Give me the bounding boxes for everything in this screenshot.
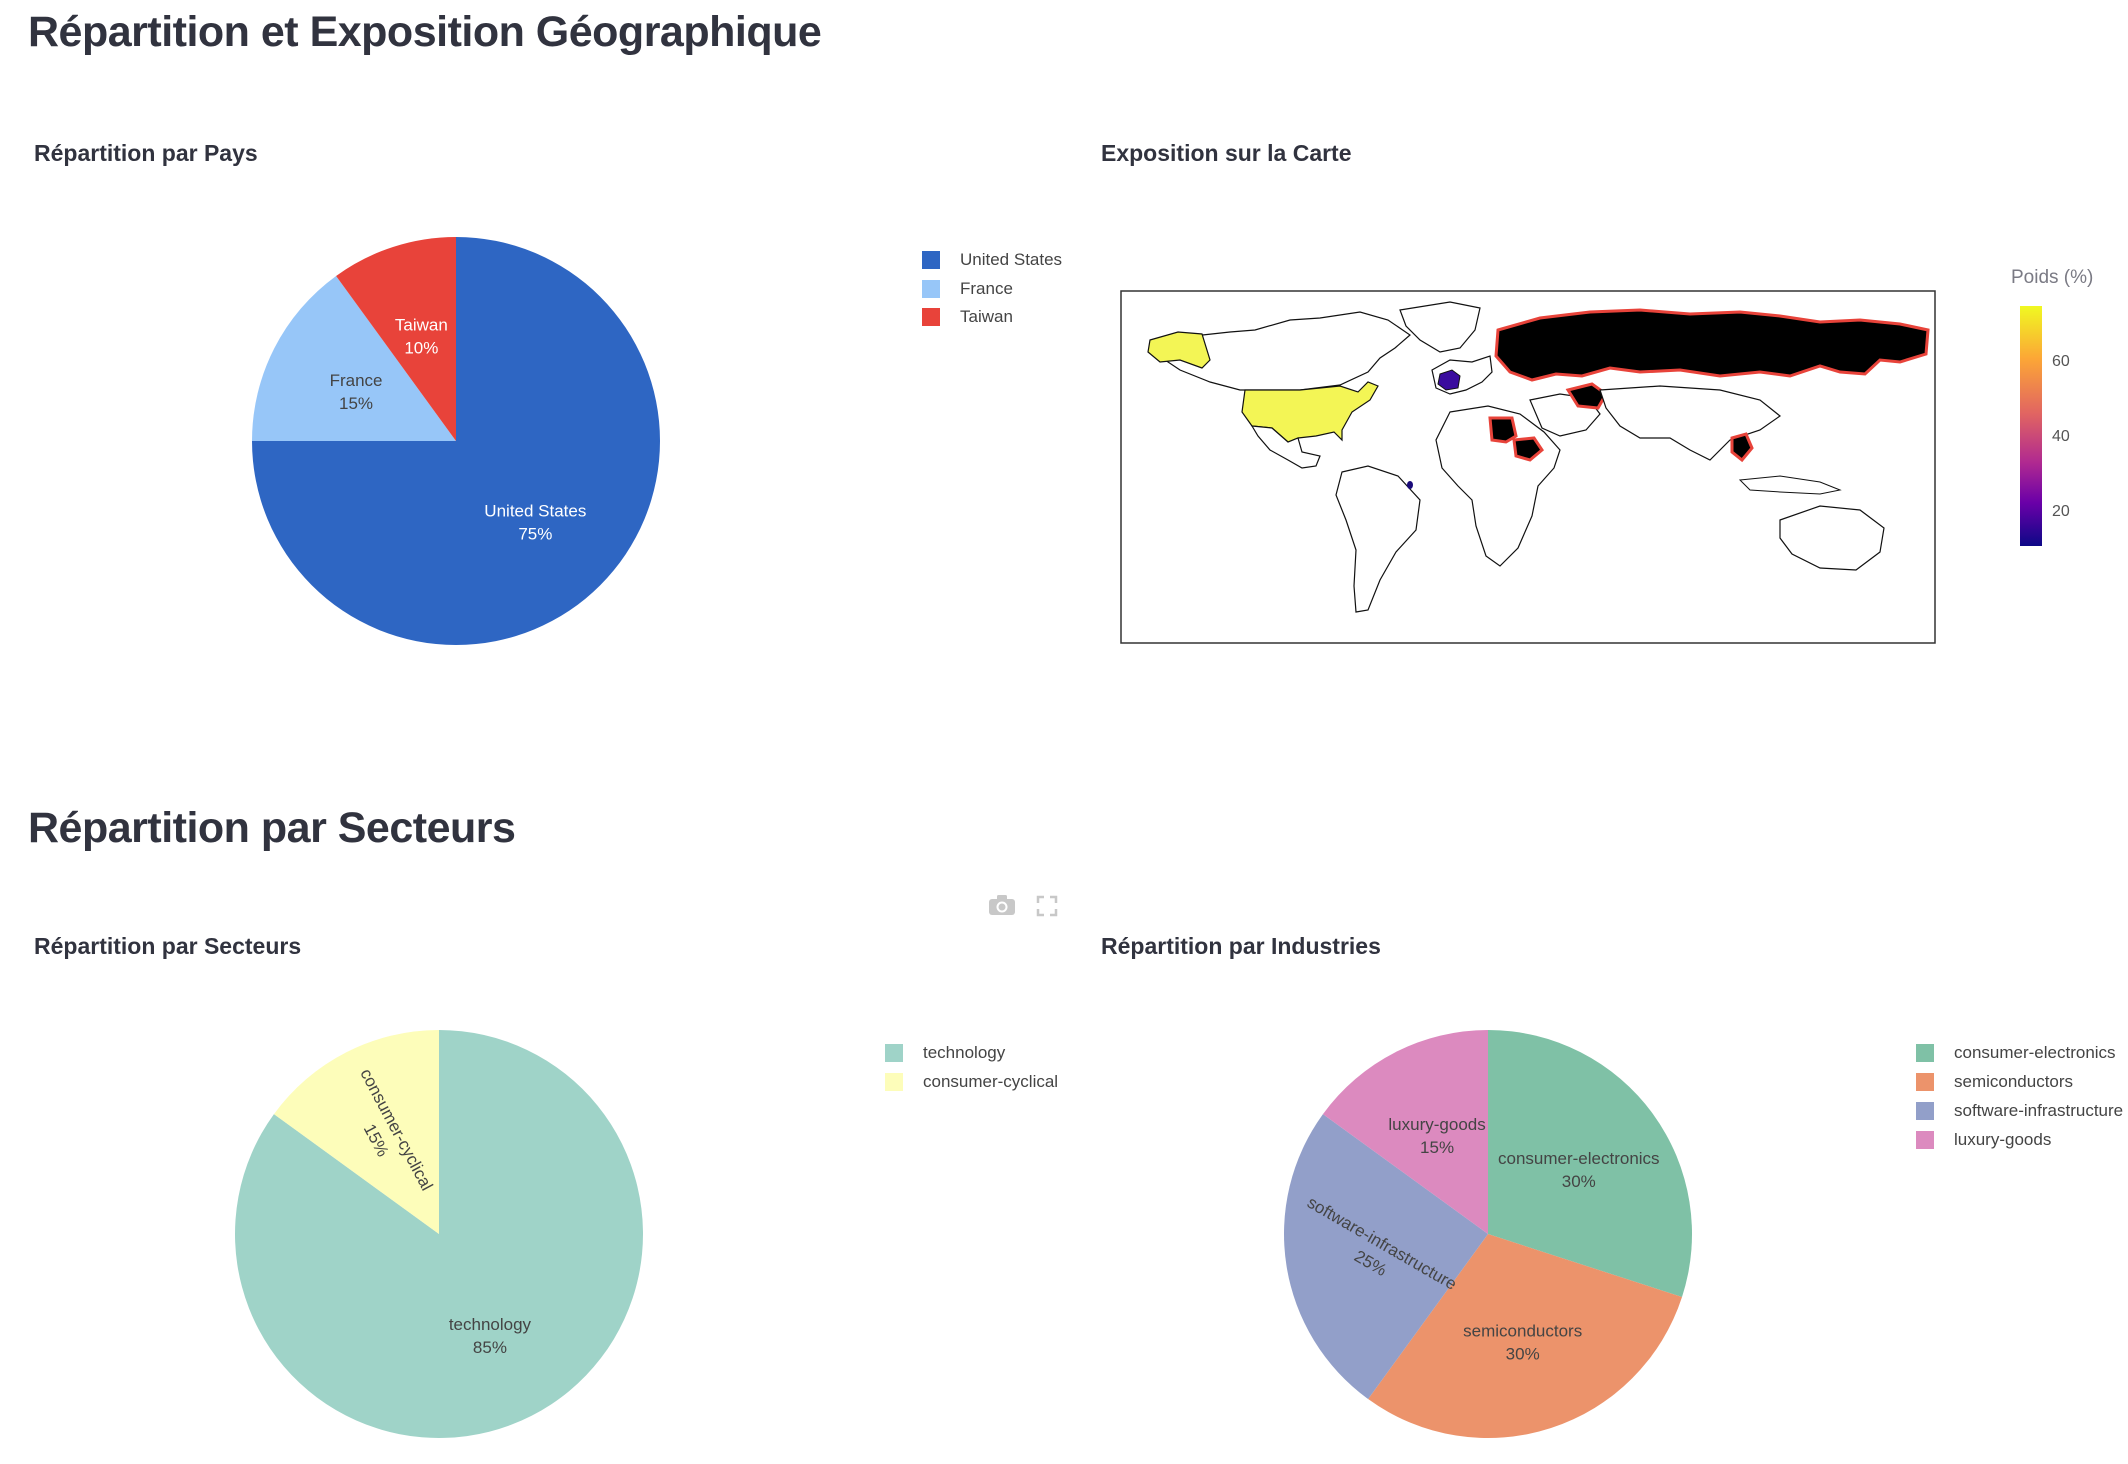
legend-swatch: [922, 280, 940, 298]
pie-slice-Taiwan[interactable]: [336, 237, 456, 441]
pie-label-France: France 15%: [330, 371, 383, 413]
world-map: [1120, 290, 1936, 644]
russia-shape: [1494, 308, 1930, 382]
industry-chart-title: Répartition par Industries: [1101, 933, 1381, 959]
camera-icon[interactable]: [988, 893, 1016, 924]
legend-label: technology: [923, 1043, 1006, 1062]
legend-swatch: [1916, 1102, 1934, 1120]
country-pie-chart: United States 75% France 15% Taiwan 10%: [252, 237, 660, 645]
sector-chart-title: Répartition par Secteurs: [34, 933, 302, 959]
legend-swatch: [922, 251, 940, 269]
asia-shape: [1599, 385, 1782, 461]
legend-item-luxury-goods[interactable]: luxury-goods: [1916, 1130, 2051, 1150]
mexico-shape: [1250, 425, 1321, 469]
sector-pie-chart: technology 85%consumer-cyclical15%: [235, 1030, 644, 1438]
country-chart-title: Répartition par Pays: [34, 140, 258, 166]
legend-item-france[interactable]: France: [922, 279, 1013, 299]
map-chart-title: Exposition sur la Carte: [1101, 140, 1352, 166]
fullscreen-icon[interactable]: [1036, 895, 1058, 924]
legend-label: United States: [960, 250, 1063, 269]
legend-swatch: [1916, 1044, 1934, 1062]
colorbar-tick-60: 60: [2052, 353, 2070, 370]
pie-slice-semiconductors[interactable]: [1368, 1234, 1683, 1438]
legend-label: semiconductors: [1954, 1072, 2074, 1091]
pie-label-United States: United States 75%: [484, 501, 586, 543]
ethiopia-shape: [1512, 436, 1544, 462]
industry-pie-chart: consumer-electronics 30% semiconductors 30%…: [1284, 1030, 1692, 1438]
islands-shape: [1738, 475, 1842, 495]
iran-shape: [1565, 382, 1608, 410]
legend-label: consumer-electronics: [1954, 1043, 2116, 1062]
pie-label-technology: technology 85%: [449, 1315, 532, 1357]
pie-slice-France[interactable]: [252, 275, 456, 441]
legend-item-semiconductors[interactable]: semiconductors: [1916, 1072, 2073, 1092]
legend-label: France: [960, 279, 1013, 298]
colorbar-title: Poids (%): [2011, 267, 2094, 288]
south-america-shape: [1335, 465, 1421, 613]
colorbar-tick-40: 40: [2052, 428, 2070, 445]
legend-label: luxury-goods: [1954, 1130, 2052, 1149]
legend-label: Taiwan: [960, 307, 1013, 326]
myanmar-shape: [1730, 432, 1754, 463]
legend-swatch: [885, 1044, 903, 1062]
sector-pie: technology 85%consumer-cyclical15%: [235, 1030, 644, 1438]
legend-item-consumer-cyclical[interactable]: consumer-cyclical: [885, 1072, 1058, 1092]
sudan-shape: [1488, 416, 1518, 444]
pie-label-luxury-goods: luxury-goods 15%: [1388, 1115, 1485, 1157]
canada-shape: [1148, 311, 1411, 391]
legend-label: consumer-cyclical: [923, 1072, 1059, 1091]
legend-item-consumer-electronics[interactable]: consumer-electronics: [1916, 1043, 2116, 1063]
legend-item-technology[interactable]: technology: [885, 1043, 1005, 1063]
legend-item-taiwan[interactable]: Taiwan: [922, 307, 1013, 327]
pie-label-Taiwan: Taiwan 10%: [395, 315, 448, 357]
colorbar-tick-20: 20: [2052, 503, 2070, 520]
pie-label-consumer-electronics: consumer-electronics 30%: [1498, 1149, 1660, 1191]
colorbar: [2020, 306, 2042, 546]
geo-section-heading: Répartition et Exposition Géographique: [28, 8, 822, 56]
legend-swatch: [1916, 1131, 1934, 1149]
pie-slice-luxury-goods[interactable]: [1322, 1030, 1488, 1234]
legend-item-united-states[interactable]: United States: [922, 250, 1062, 270]
country-pie: United States 75% France 15% Taiwan 10%: [252, 237, 660, 645]
australia-shape: [1779, 505, 1885, 571]
legend-swatch: [885, 1073, 903, 1091]
france-shape: [1437, 369, 1461, 391]
legend-swatch: [1916, 1073, 1934, 1091]
pie-label-semiconductors: semiconductors 30%: [1463, 1322, 1582, 1364]
greenland-shape: [1399, 301, 1481, 353]
pie-slice-software-infrastructure[interactable]: [1284, 1114, 1488, 1400]
taiwan-marker: [1407, 481, 1413, 489]
alaska-shape: [1147, 331, 1211, 369]
legend-swatch: [922, 308, 940, 326]
industry-pie: consumer-electronics 30% semiconductors 30%…: [1284, 1030, 1692, 1438]
legend-item-software-infrastructure[interactable]: software-infrastructure: [1916, 1101, 2123, 1121]
pie-slice-consumer-cyclical[interactable]: [273, 1030, 439, 1234]
legend-label: software-infrastructure: [1954, 1101, 2124, 1120]
pie-slice-consumer-electronics[interactable]: [1488, 1030, 1692, 1298]
sector-section-heading: Répartition par Secteurs: [28, 804, 516, 852]
